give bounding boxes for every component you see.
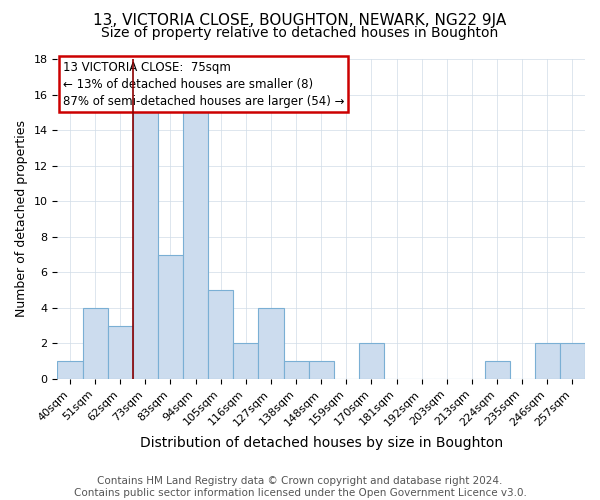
Text: 13 VICTORIA CLOSE:  75sqm
← 13% of detached houses are smaller (8)
87% of semi-d: 13 VICTORIA CLOSE: 75sqm ← 13% of detach…	[62, 60, 344, 108]
Bar	[359, 344, 384, 379]
Text: Contains HM Land Registry data © Crown copyright and database right 2024.
Contai: Contains HM Land Registry data © Crown c…	[74, 476, 526, 498]
Bar	[284, 361, 308, 379]
Bar	[233, 344, 259, 379]
Bar	[208, 290, 233, 379]
Bar	[183, 112, 208, 379]
Bar	[107, 326, 133, 379]
Bar	[485, 361, 509, 379]
Bar	[133, 112, 158, 379]
X-axis label: Distribution of detached houses by size in Boughton: Distribution of detached houses by size …	[140, 436, 503, 450]
Bar	[158, 254, 183, 379]
Bar	[560, 344, 585, 379]
Text: Size of property relative to detached houses in Boughton: Size of property relative to detached ho…	[101, 26, 499, 40]
Bar	[83, 308, 107, 379]
Bar	[535, 344, 560, 379]
Bar	[58, 361, 83, 379]
Bar	[259, 308, 284, 379]
Y-axis label: Number of detached properties: Number of detached properties	[15, 120, 28, 318]
Bar	[308, 361, 334, 379]
Text: 13, VICTORIA CLOSE, BOUGHTON, NEWARK, NG22 9JA: 13, VICTORIA CLOSE, BOUGHTON, NEWARK, NG…	[94, 12, 506, 28]
